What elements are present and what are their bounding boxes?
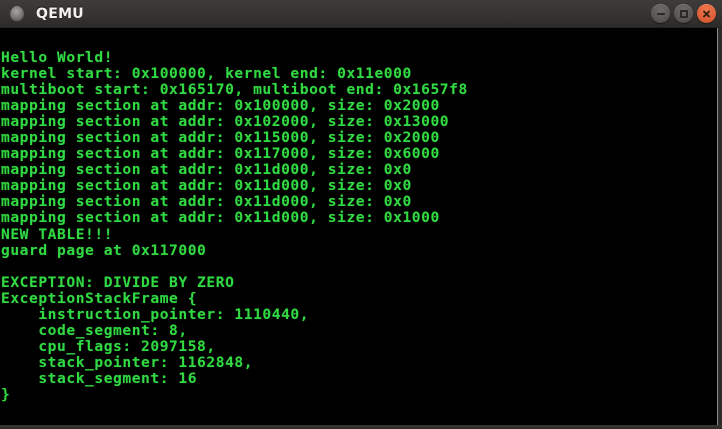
close-icon [702, 9, 711, 18]
window-bottom-edge [0, 425, 722, 429]
terminal-output: Hello World! kernel start: 0x100000, ker… [1, 49, 468, 403]
minimize-button[interactable] [651, 4, 670, 23]
window-titlebar[interactable]: QEMU [0, 0, 722, 28]
window-title: QEMU [36, 5, 84, 22]
minimize-icon [656, 12, 665, 15]
terminal-screen[interactable]: Hello World! kernel start: 0x100000, ker… [0, 28, 718, 425]
maximize-icon [679, 9, 688, 18]
window-controls [651, 4, 716, 23]
qemu-app-icon [10, 5, 24, 22]
close-button[interactable] [697, 4, 716, 23]
maximize-button[interactable] [674, 4, 693, 23]
